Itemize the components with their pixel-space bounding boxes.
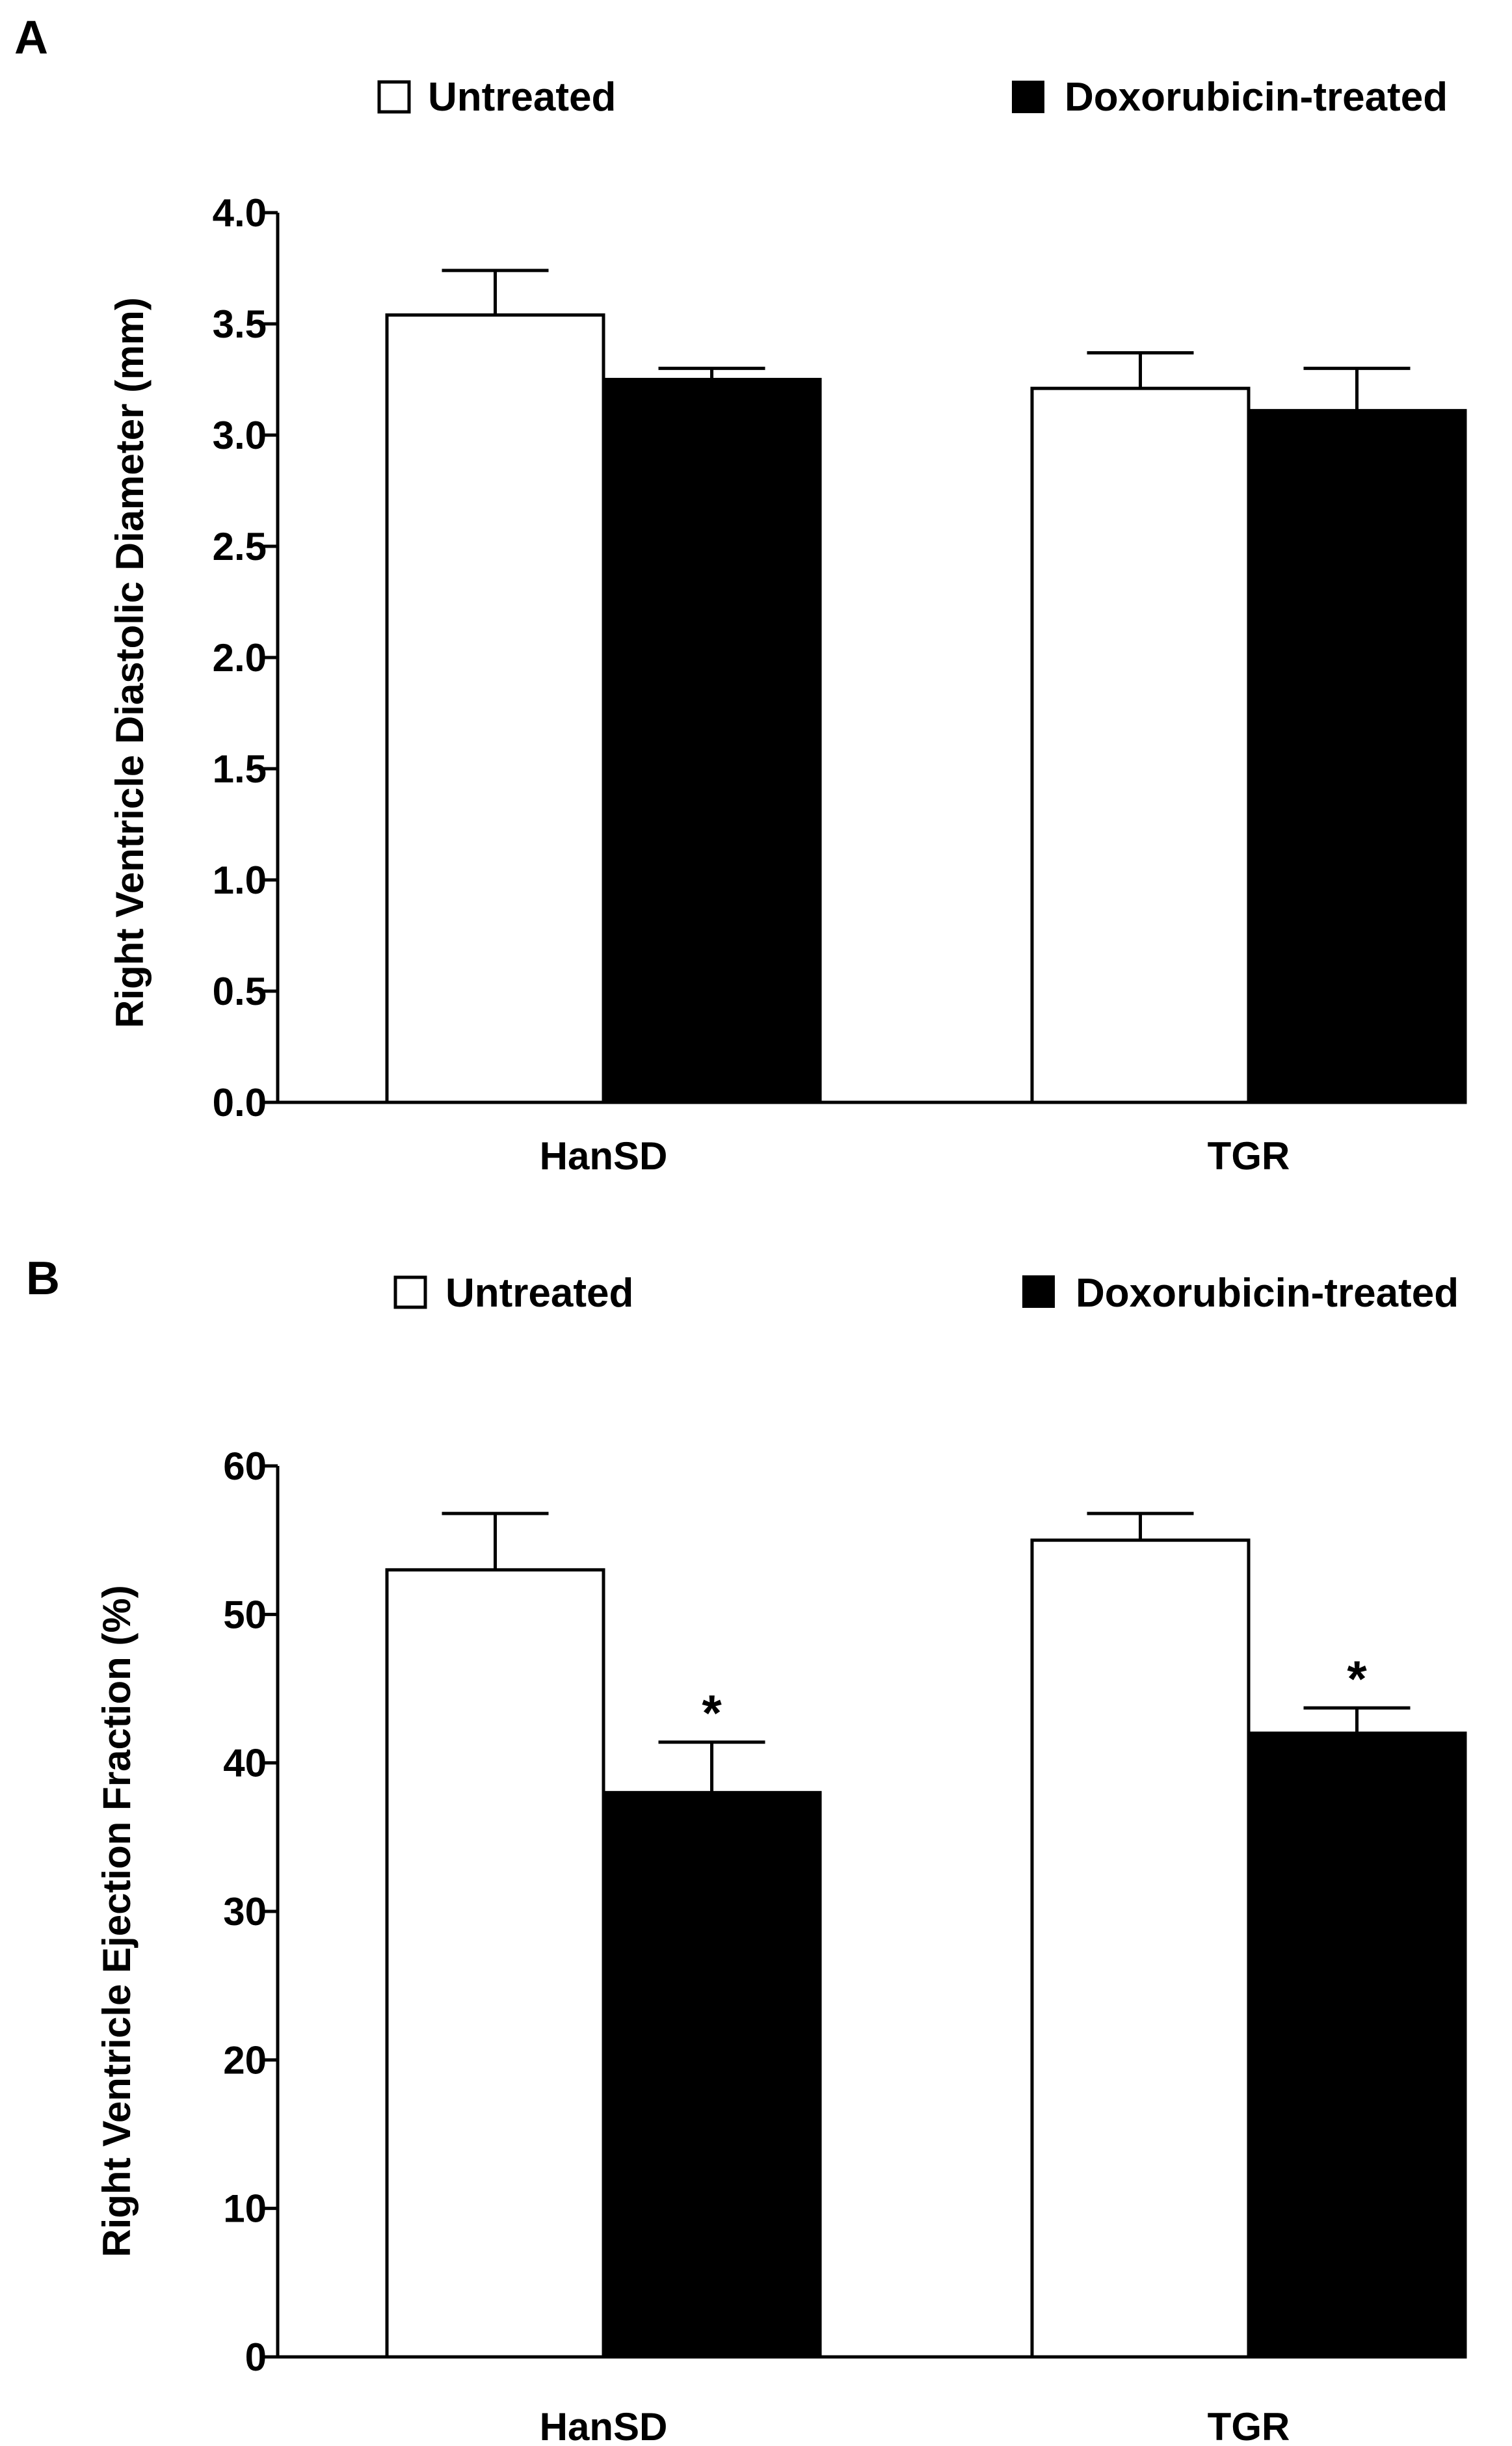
y-tick-label: 1.0 <box>213 858 267 902</box>
y-tick-label: 50 <box>223 1593 267 1636</box>
y-tick-label: 30 <box>223 1890 267 1934</box>
y-tick-label: 3.0 <box>213 414 267 457</box>
y-tick-label: 4.0 <box>213 191 267 235</box>
legend-label-doxorubicin: Doxorubicin-treated <box>1065 75 1448 120</box>
plot-area: 0 10 20 30 40 50 60 * HanSD * TGR <box>223 1444 1467 2446</box>
legend-label-untreated: Untreated <box>445 1271 633 1316</box>
y-tick-label: 10 <box>223 2187 267 2231</box>
legend-swatch-doxorubicin <box>1022 1275 1055 1308</box>
significance-marker: * <box>702 1684 722 1742</box>
bar-doxorubicin-tgr <box>1247 1731 1467 2359</box>
y-tick-label: 0.5 <box>213 970 267 1013</box>
legend-swatch-untreated <box>377 80 411 114</box>
y-tick-label: 3.5 <box>213 302 267 346</box>
panel-letter: B <box>26 1253 60 1305</box>
panel-a: A Untreated Doxorubicin-treated Right Ve… <box>14 12 1467 1178</box>
y-tick-label: 40 <box>223 1742 267 1785</box>
y-tick-label: 0.0 <box>213 1081 267 1124</box>
bar-doxorubicin-tgr <box>1247 408 1467 1104</box>
x-category-label: HanSD <box>540 2405 668 2446</box>
x-category-label: HanSD <box>540 1134 668 1178</box>
legend-swatch-doxorubicin <box>1012 81 1044 113</box>
bar-doxorubicin-hansd <box>602 378 822 1104</box>
y-tick-label: 0 <box>245 2335 267 2379</box>
x-category-label: TGR <box>1208 2405 1290 2446</box>
x-category-label: TGR <box>1208 1134 1290 1178</box>
y-tick-label: 2.0 <box>213 636 267 680</box>
legend-label-untreated: Untreated <box>428 75 616 120</box>
legend: Untreated Doxorubicin-treated <box>377 75 1448 120</box>
legend: Untreated Doxorubicin-treated <box>393 1271 1459 1316</box>
bar-untreated-tgr <box>1030 386 1251 1104</box>
y-tick-label: 1.5 <box>213 747 267 791</box>
y-axis-title: Right Ventricle Diastolic Diameter (mm) <box>108 297 152 1028</box>
legend-label-doxorubicin: Doxorubicin-treated <box>1076 1271 1459 1316</box>
significance-marker: * <box>1347 1650 1367 1707</box>
bar-untreated-tgr <box>1030 1538 1251 2359</box>
y-tick-label: 20 <box>223 2038 267 2082</box>
bar-untreated-hansd <box>385 1568 605 2359</box>
y-tick-label: 60 <box>223 1444 267 1488</box>
plot-area: 0.0 0.5 1.0 1.5 2.0 2.5 3.0 3.5 4.0 HanSD TGR <box>213 191 1467 1178</box>
panel-letter: A <box>14 12 48 64</box>
y-tick-label: 2.5 <box>213 525 267 568</box>
legend-swatch-untreated <box>393 1275 427 1309</box>
bar-doxorubicin-hansd <box>602 1790 822 2359</box>
bar-untreated-hansd <box>385 313 605 1104</box>
y-axis-title: Right Ventricle Ejection Fraction (%) <box>95 1585 139 2257</box>
panel-b: B Untreated Doxorubicin-treated Right Ve… <box>26 1253 1467 2446</box>
